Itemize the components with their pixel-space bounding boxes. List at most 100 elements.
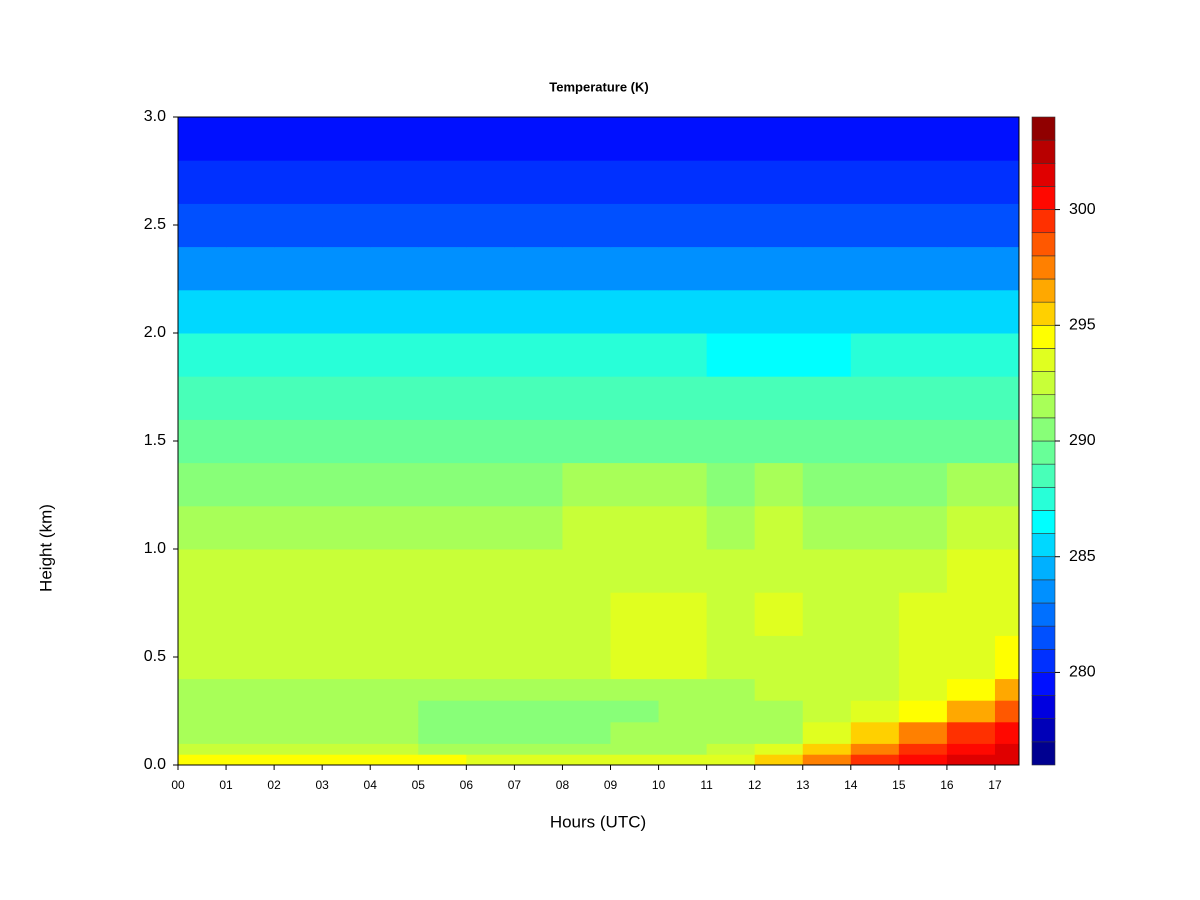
- heat-cell: [754, 203, 804, 248]
- heat-cell: [178, 160, 227, 204]
- heat-cell: [754, 462, 804, 507]
- colorbar-box: [1031, 255, 1056, 280]
- heat-cell: [898, 117, 948, 161]
- colorbar-box: [1031, 394, 1056, 419]
- heat-cell: [466, 246, 515, 291]
- heat-cell: [274, 635, 323, 680]
- colorbar-box: [1031, 486, 1056, 511]
- heat-cell: [802, 289, 852, 334]
- heat-cell: [466, 376, 515, 420]
- colorbar-box: [1031, 463, 1056, 488]
- heat-cell: [274, 754, 323, 766]
- heat-cell: [466, 700, 515, 723]
- heat-cell: [754, 505, 804, 550]
- colorbar-tick-label: 290: [1069, 432, 1096, 449]
- heat-cell: [322, 700, 371, 723]
- heat-cell: [370, 549, 419, 593]
- heat-cell: [274, 203, 323, 248]
- heat-cell: [658, 592, 708, 636]
- heat-cell: [562, 743, 612, 755]
- heat-cell: [466, 289, 515, 334]
- heat-cell: [658, 743, 708, 755]
- colorbar-box: [1031, 510, 1056, 534]
- heat-cell: [562, 754, 612, 766]
- heat-cell: [706, 635, 756, 680]
- heat-cell: [274, 160, 323, 204]
- heat-cell: [754, 635, 804, 680]
- heat-cell: [946, 160, 996, 204]
- heat-cell: [850, 203, 900, 248]
- heat-cell: [514, 419, 563, 464]
- heat-cell: [418, 743, 467, 755]
- heat-cell: [850, 376, 900, 420]
- heat-cell: [418, 754, 467, 766]
- heat-cell: [946, 419, 996, 464]
- heat-cell: [178, 203, 227, 248]
- heat-cell: [514, 246, 563, 291]
- heat-cell: [514, 462, 563, 507]
- heat-cell: [514, 203, 563, 248]
- heat-cell: [850, 549, 900, 593]
- heat-cell: [610, 333, 660, 377]
- heat-cell: [370, 678, 419, 701]
- heat-cell: [610, 246, 660, 291]
- heat-cell: [418, 246, 467, 291]
- heat-cell: [706, 592, 756, 636]
- heat-cell: [706, 505, 756, 550]
- heat-cell: [322, 160, 371, 204]
- heat-cell: [754, 592, 804, 636]
- heat-cell: [658, 700, 708, 723]
- heat-cell: [946, 743, 996, 755]
- heat-cell: [466, 117, 515, 161]
- heat-cell: [322, 592, 371, 636]
- heat-cell: [994, 376, 1020, 420]
- heat-cell: [322, 549, 371, 593]
- heat-cell: [754, 700, 804, 723]
- y-tick-label: 2.0: [144, 324, 166, 341]
- heat-cell: [418, 549, 467, 593]
- heat-cell: [850, 700, 900, 723]
- heat-cell: [178, 117, 227, 161]
- colorbar-box: [1031, 162, 1056, 187]
- heat-cell: [322, 289, 371, 334]
- heat-cell: [754, 246, 804, 291]
- heat-cell: [322, 333, 371, 377]
- heat-cell: [706, 333, 756, 377]
- chart-title: Temperature (K): [549, 79, 648, 94]
- heat-cell: [946, 203, 996, 248]
- heat-cell: [466, 754, 515, 766]
- heat-cell: [802, 700, 852, 723]
- heat-cell: [706, 289, 756, 334]
- heat-cell: [226, 289, 275, 334]
- heat-cell: [514, 754, 563, 766]
- heat-cell: [562, 160, 612, 204]
- heat-cell: [562, 592, 612, 636]
- colorbar-box: [1031, 348, 1056, 372]
- heat-cell: [610, 160, 660, 204]
- heat-cell: [322, 505, 371, 550]
- heat-cell: [322, 743, 371, 755]
- heat-cell: [850, 462, 900, 507]
- heat-cell: [946, 376, 996, 420]
- heat-cell: [706, 754, 756, 766]
- heat-cell: [994, 505, 1020, 550]
- heat-cell: [466, 678, 515, 701]
- heat-cell: [274, 549, 323, 593]
- heat-cell: [754, 289, 804, 334]
- heat-cell: [370, 203, 419, 248]
- heat-cell: [658, 117, 708, 161]
- heat-cell: [994, 635, 1020, 680]
- heat-cell: [946, 678, 996, 701]
- heat-cell: [610, 203, 660, 248]
- heat-cell: [466, 635, 515, 680]
- heat-cell: [418, 419, 467, 464]
- heat-cell: [706, 721, 756, 744]
- heat-cell: [754, 549, 804, 593]
- heat-cell: [658, 419, 708, 464]
- x-tick-label: 10: [652, 778, 666, 792]
- heat-cell: [994, 462, 1020, 507]
- heat-cell: [802, 203, 852, 248]
- heat-cell: [322, 754, 371, 766]
- heat-cell: [226, 592, 275, 636]
